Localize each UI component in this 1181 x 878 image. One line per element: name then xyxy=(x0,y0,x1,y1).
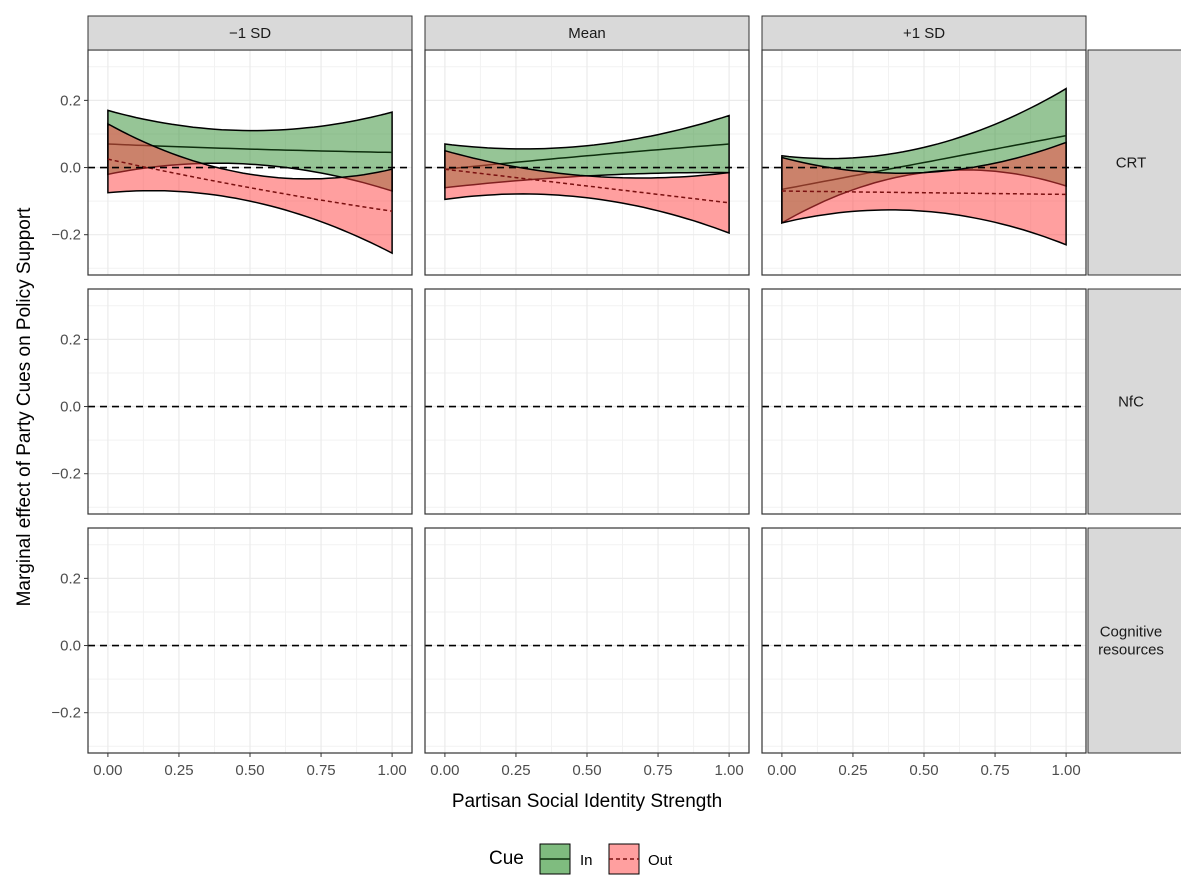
y-axis-title: Marginal effect of Party Cues on Policy … xyxy=(14,207,35,607)
row-strip-label: CRT xyxy=(1116,155,1147,172)
legend: Cue In Out xyxy=(489,843,673,875)
panel-border xyxy=(87,288,413,515)
panel xyxy=(761,527,1087,754)
panel xyxy=(424,288,750,515)
fit-line-in xyxy=(107,143,393,154)
y-tick-label: −0.2 xyxy=(51,705,81,722)
x-tick-label: 1.00 xyxy=(378,762,407,779)
panel xyxy=(424,527,750,754)
fit-line-out xyxy=(781,190,1067,196)
ribbon-out xyxy=(107,122,393,255)
column-strip-label: −1 SD xyxy=(229,25,271,42)
legend-label-out: Out xyxy=(648,852,673,869)
y-tick-label: −0.2 xyxy=(51,466,81,483)
fit-line-out xyxy=(107,158,393,212)
row-strip-label: Cognitive xyxy=(1100,624,1163,641)
x-tick-label: 0.00 xyxy=(767,762,796,779)
panel xyxy=(424,49,750,276)
x-tick-label: 0.50 xyxy=(235,762,264,779)
x-tick-label: 0.50 xyxy=(572,762,601,779)
panels-layer xyxy=(87,49,1087,754)
panel xyxy=(87,288,413,515)
y-tick-label: 0.2 xyxy=(60,331,81,348)
panel xyxy=(761,288,1087,515)
ribbon-out xyxy=(444,149,730,235)
y-tick-label: 0.2 xyxy=(60,92,81,109)
panel xyxy=(87,49,413,276)
column-strip xyxy=(424,15,750,51)
x-tick-label: 1.00 xyxy=(1052,762,1081,779)
x-tick-label: 0.25 xyxy=(501,762,530,779)
axes-layer: −0.2 0.0 0.2 −0.2 0.0 0.2 −0.2 0.0 0.2 0.00 0.25 0.… xyxy=(51,92,1080,779)
column-strip-label: Mean xyxy=(568,25,606,42)
y-tick-label: −0.2 xyxy=(51,227,81,244)
row-strip xyxy=(1087,288,1181,515)
column-strip xyxy=(761,15,1087,51)
panel xyxy=(761,49,1087,276)
legend-label-in: In xyxy=(580,852,593,869)
x-axis-title: Partisan Social Identity Strength xyxy=(452,791,722,812)
x-tick-label: 0.00 xyxy=(430,762,459,779)
panel-border xyxy=(424,288,750,515)
y-tick-label: 0.0 xyxy=(60,399,81,416)
y-tick-label: 0.0 xyxy=(60,160,81,177)
x-tick-label: 0.75 xyxy=(980,762,1009,779)
panel-border xyxy=(761,288,1087,515)
y-tick-label: 0.2 xyxy=(60,570,81,587)
x-tick-label: 0.25 xyxy=(838,762,867,779)
x-tick-label: 0.25 xyxy=(164,762,193,779)
x-tick-label: 0.75 xyxy=(643,762,672,779)
x-tick-label: 0.00 xyxy=(93,762,122,779)
x-tick-label: 0.75 xyxy=(306,762,335,779)
x-tick-label: 0.50 xyxy=(909,762,938,779)
x-tick-label: 1.00 xyxy=(715,762,744,779)
column-strip-label: +1 SD xyxy=(903,25,945,42)
column-strip xyxy=(87,15,413,51)
row-strip-label: NfC xyxy=(1118,394,1144,411)
row-strip xyxy=(1087,49,1181,276)
fit-line-out xyxy=(444,168,730,204)
y-tick-label: 0.0 xyxy=(60,638,81,655)
row-strip-label: resources xyxy=(1098,642,1164,659)
row-strip xyxy=(1087,527,1181,754)
panel xyxy=(87,527,413,754)
legend-title: Cue xyxy=(489,848,524,869)
